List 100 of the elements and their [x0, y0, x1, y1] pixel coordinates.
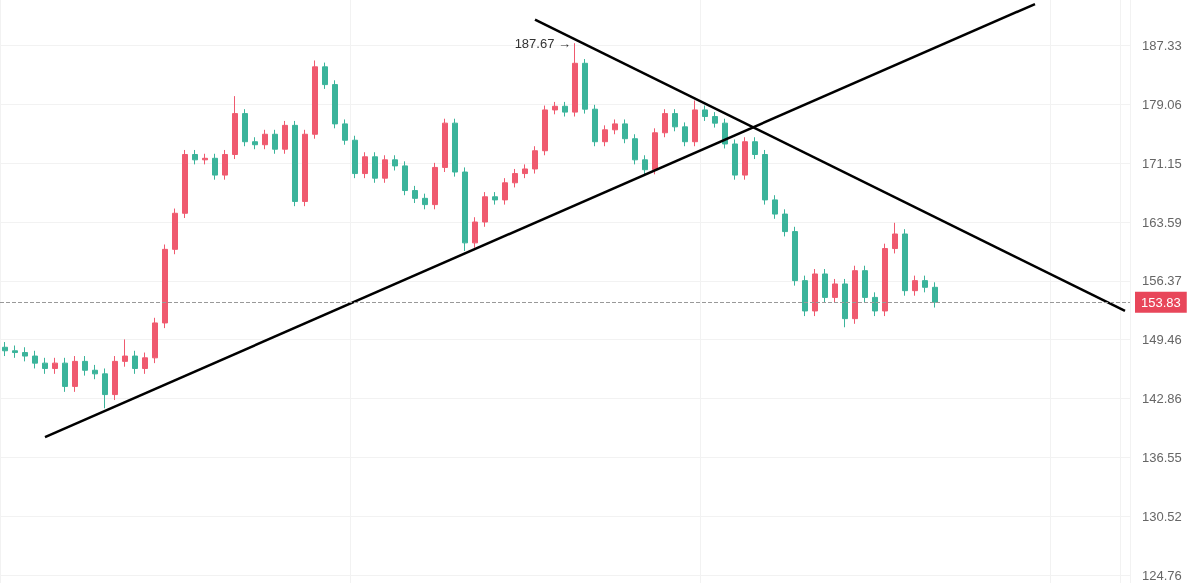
candlestick	[792, 226, 798, 287]
candlestick	[32, 350, 38, 369]
candlestick	[12, 345, 18, 359]
candlestick	[212, 153, 218, 181]
y-tick-label: 136.55	[1142, 449, 1182, 465]
candlestick	[332, 79, 338, 129]
annotation: 187.67 →	[514, 35, 571, 51]
candlestick	[562, 101, 568, 118]
candlestick	[192, 149, 198, 165]
candlestick	[422, 193, 428, 210]
candlestick	[172, 208, 178, 255]
candlestick	[482, 191, 488, 228]
candlestick	[692, 99, 698, 147]
candlestick	[532, 145, 538, 175]
candlestick	[932, 281, 938, 309]
candlestick	[782, 208, 788, 237]
candlestick	[812, 268, 818, 317]
candlestick	[92, 364, 98, 380]
candlestick	[2, 341, 8, 357]
candlestick	[52, 357, 58, 375]
candlestick	[852, 265, 858, 325]
candlestick	[902, 228, 908, 297]
y-tick-label: 179.06	[1142, 96, 1182, 112]
candlestick	[802, 275, 808, 317]
candlestick	[682, 121, 688, 147]
candlestick	[912, 275, 918, 297]
candlestick	[232, 95, 238, 160]
y-tick-label: 149.46	[1142, 332, 1182, 348]
candlestick	[22, 346, 28, 362]
candlestick	[822, 268, 828, 303]
y-tick-label: 187.33	[1142, 38, 1182, 54]
candlestick	[292, 120, 298, 207]
candlestick	[832, 278, 838, 303]
candlestick	[572, 42, 578, 118]
candlestick	[272, 129, 278, 155]
candlestick	[622, 118, 628, 144]
candlestick	[922, 275, 928, 293]
candlestick	[882, 243, 888, 317]
candlestick	[182, 149, 188, 219]
candlestick	[72, 355, 78, 393]
candlestick	[522, 163, 528, 179]
candlestick	[502, 177, 508, 206]
candlestick	[642, 154, 648, 175]
candlestick	[242, 108, 248, 147]
candlestick	[842, 278, 848, 328]
candlestick	[752, 136, 758, 160]
candlestick	[772, 194, 778, 220]
candlestick	[462, 166, 468, 252]
candlestick	[372, 151, 378, 184]
candlestick	[432, 162, 438, 210]
candlestick	[862, 265, 868, 303]
candlestick	[152, 317, 158, 364]
candlestick	[312, 59, 318, 140]
candlestick	[612, 118, 618, 135]
candlestick	[392, 154, 398, 171]
candlestick	[412, 185, 418, 204]
candlestick	[382, 154, 388, 184]
candlestick	[132, 350, 138, 375]
candlestick	[712, 111, 718, 129]
candlestick	[142, 352, 148, 375]
candlestick	[632, 133, 638, 165]
candlestick	[402, 160, 408, 196]
candlestick	[442, 118, 448, 173]
candlestick	[872, 291, 878, 317]
candlestick	[542, 105, 548, 156]
candlestick	[472, 216, 478, 249]
candlestick	[362, 151, 368, 179]
candlestick	[62, 357, 68, 393]
y-tick-label: 163.59	[1142, 214, 1182, 230]
candlestick	[652, 127, 658, 175]
candlestick	[202, 153, 208, 165]
candlestick	[352, 135, 358, 179]
candlestick	[592, 104, 598, 147]
candlestick	[302, 129, 308, 207]
candlestick	[112, 355, 118, 401]
candlestick	[702, 105, 708, 122]
y-tick-label: 130.52	[1142, 508, 1182, 524]
ref-line-label: 153.83	[1141, 294, 1181, 310]
y-tick-label: 171.15	[1142, 155, 1182, 171]
candlestick	[262, 129, 268, 150]
candlestick	[322, 62, 328, 90]
candlestick	[282, 120, 288, 155]
candlestick	[122, 338, 128, 368]
candlestick	[162, 243, 168, 329]
candlestick	[672, 108, 678, 132]
candlestick	[492, 191, 498, 206]
candlestick	[512, 168, 518, 188]
y-tick-label: 124.76	[1142, 567, 1182, 583]
candlestick	[452, 118, 458, 178]
candlestick	[342, 118, 348, 146]
candlestick	[732, 138, 738, 181]
candlestick	[222, 149, 228, 181]
candlestick	[552, 101, 558, 115]
candlestick	[662, 108, 668, 138]
candlestick	[762, 149, 768, 206]
candlestick	[252, 136, 258, 150]
candlestick	[42, 357, 48, 375]
candlestick	[102, 367, 108, 409]
y-tick-label: 142.86	[1142, 391, 1182, 407]
candlestick	[82, 355, 88, 377]
